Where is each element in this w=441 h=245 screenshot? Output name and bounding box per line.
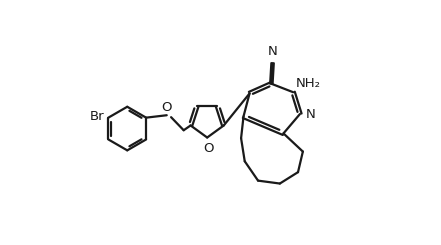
Text: N: N: [268, 45, 277, 58]
Text: N: N: [305, 108, 315, 121]
Text: NH₂: NH₂: [295, 77, 321, 90]
Text: Br: Br: [90, 110, 105, 123]
Text: O: O: [203, 142, 213, 155]
Text: O: O: [161, 101, 172, 114]
